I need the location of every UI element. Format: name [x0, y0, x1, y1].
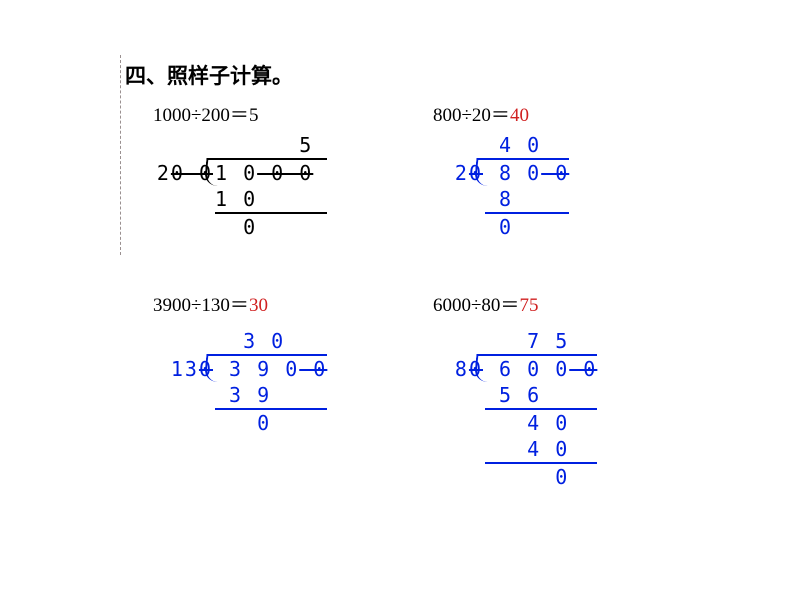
equation: 1000÷200＝5: [153, 100, 405, 127]
long-division: 5 20 01 0 0 01 0 0: [215, 132, 327, 240]
dividend-row: 20 8 0 0: [485, 160, 569, 186]
work-row: 4 0: [485, 410, 597, 436]
work-row: 0: [215, 410, 327, 436]
dividend-row: 20 01 0 0 0: [215, 160, 327, 186]
dividend: 1 0 0 0: [215, 161, 313, 185]
work-row: 1 0: [215, 186, 327, 212]
dividend: 6 0 0 0: [485, 357, 597, 381]
problem-grid: 1000÷200＝5 5 20 01 0 0 01 0 0 800÷20＝40 …: [125, 100, 685, 510]
quotient-row: 7 5: [485, 328, 597, 356]
work-row: 3 9: [215, 382, 327, 408]
division-bracket: 20 8 0 0: [485, 160, 569, 186]
worksheet: 四、照样子计算。 1000÷200＝5 5 20 01 0 0 01 0 0 8…: [125, 60, 685, 510]
equation: 6000÷80＝75: [433, 290, 685, 317]
section-title: 四、照样子计算。: [125, 60, 685, 90]
dividend: 8 0 0: [485, 161, 569, 185]
problem-1: 1000÷200＝5 5 20 01 0 0 01 0 0: [125, 100, 405, 280]
quotient-row: 5: [215, 132, 327, 160]
dividend-row: 130 3 9 0 0: [215, 356, 327, 382]
quotient-row: 3 0: [215, 328, 327, 356]
work-row: 0: [485, 464, 597, 490]
division-bracket: 130 3 9 0 0: [215, 356, 327, 382]
work-row: 4 0: [485, 436, 597, 462]
quotient-row: 4 0: [485, 132, 569, 160]
long-division: 7 5 80 6 0 0 0 5 6 4 0 4 0 0: [485, 328, 597, 490]
equation-answer: 5: [249, 105, 259, 126]
long-division: 4 0 20 8 0 0 8 0: [485, 132, 569, 240]
work-row: 0: [215, 214, 327, 240]
dividend-row: 80 6 0 0 0: [485, 356, 597, 382]
equation-lhs: 1000÷200＝: [153, 105, 249, 126]
work-row: 5 6: [485, 382, 597, 408]
work-row: 8: [485, 186, 569, 212]
problem-4: 6000÷80＝75 7 5 80 6 0 0 0 5 6 4 0 4 0 0: [405, 290, 685, 510]
division-bracket: 20 01 0 0 0: [215, 160, 313, 186]
equation: 800÷20＝40: [433, 100, 685, 127]
division-bracket: 80 6 0 0 0: [485, 356, 597, 382]
equation-lhs: 6000÷80＝: [433, 295, 519, 316]
equation-answer: 75: [519, 295, 538, 316]
problem-3: 3900÷130＝30 3 0 130 3 9 0 0 3 9 0: [125, 290, 405, 510]
page-left-rule: [120, 55, 121, 255]
equation-lhs: 800÷20＝: [433, 105, 510, 126]
long-division: 3 0 130 3 9 0 0 3 9 0: [215, 328, 327, 436]
equation: 3900÷130＝30: [153, 290, 405, 317]
work-row: 0: [485, 214, 569, 240]
equation-lhs: 3900÷130＝: [153, 295, 249, 316]
equation-answer: 30: [249, 295, 268, 316]
dividend: 3 9 0 0: [215, 357, 327, 381]
equation-answer: 40: [510, 105, 529, 126]
problem-2: 800÷20＝40 4 0 20 8 0 0 8 0: [405, 100, 685, 280]
